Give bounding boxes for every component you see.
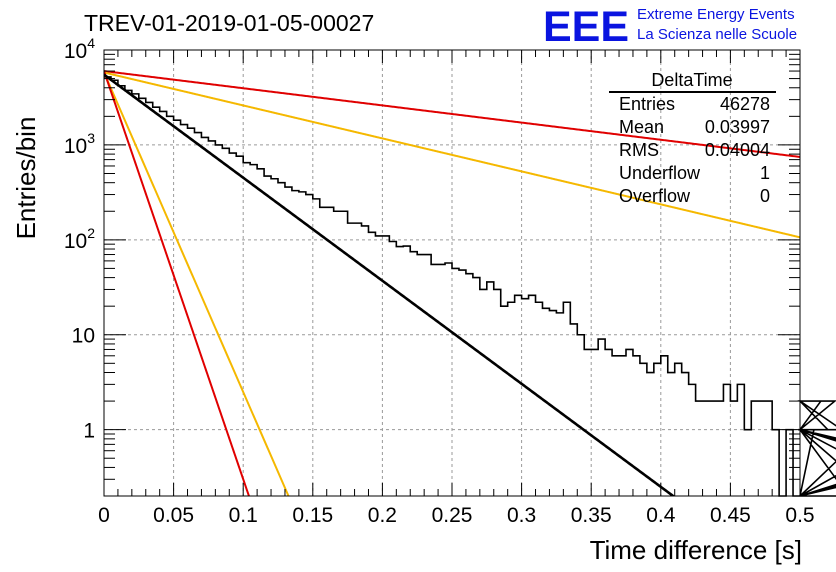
stats-box: DeltaTime Entries 46278 Mean 0.03997 RMS…	[609, 70, 776, 206]
x-tick-label: 0.45	[710, 504, 751, 527]
y-tick-label: 103	[64, 130, 95, 158]
stats-label-underflow: Underflow	[619, 163, 701, 183]
x-tick-label: 0	[98, 504, 110, 527]
x-tick-label: 0.3	[507, 504, 536, 527]
y-axis-title: Entries/bin	[11, 117, 41, 240]
histogram	[104, 76, 836, 497]
x-tick-label: 0.1	[229, 504, 258, 527]
x-tick-label: 0.5	[785, 504, 814, 527]
stats-value-mean: 0.03997	[705, 117, 770, 137]
grid	[104, 50, 800, 496]
fit-curve-black	[104, 73, 676, 496]
x-tick-label: 0.2	[368, 504, 397, 527]
x-tick-label: 0.05	[153, 504, 194, 527]
stats-label-overflow: Overflow	[619, 186, 691, 206]
stats-title: DeltaTime	[651, 70, 732, 90]
stats-value-rms: 0.04004	[705, 140, 770, 160]
stats-value-entries: 46278	[720, 94, 770, 114]
y-tick-label: 104	[64, 35, 95, 63]
x-tick-label: 0.15	[292, 504, 333, 527]
fit-curve-red-slow	[104, 70, 800, 158]
y-tick-label: 102	[64, 225, 95, 253]
logo-mark: EEE	[543, 3, 629, 51]
stats-label-mean: Mean	[619, 117, 664, 137]
fit-curve-orange-slow	[104, 71, 800, 239]
fit-curve-red-fast	[104, 70, 250, 496]
fit-curve-orange-fast	[104, 72, 290, 496]
fit-curves	[104, 70, 800, 496]
stats-label-entries: Entries	[619, 94, 675, 114]
logo-line-2: La Scienza nelle Scuole	[637, 26, 797, 43]
stats-value-overflow: 0	[760, 186, 770, 206]
histogram-steps	[104, 76, 836, 497]
logo-line-1: Extreme Energy Events	[637, 6, 795, 23]
x-axis-title: Time difference [s]	[590, 535, 802, 565]
y-tick-label: 1	[83, 420, 95, 443]
chart-title: TREV-01-2019-01-05-00027	[84, 10, 374, 36]
x-tick-label: 0.35	[571, 504, 612, 527]
x-tick-label: 0.25	[432, 504, 473, 527]
y-tick-label: 10	[72, 325, 95, 348]
x-axis: 0 0.05 0.1 0.15 0.2 0.25 0.3 0.35 0.4 0.45 0.5	[98, 50, 815, 527]
stats-label-rms: RMS	[619, 140, 659, 160]
x-tick-label: 0.4	[646, 504, 676, 527]
stats-value-underflow: 1	[760, 163, 770, 183]
logo: EEE Extreme Energy Events La Scienza nel…	[543, 3, 797, 51]
